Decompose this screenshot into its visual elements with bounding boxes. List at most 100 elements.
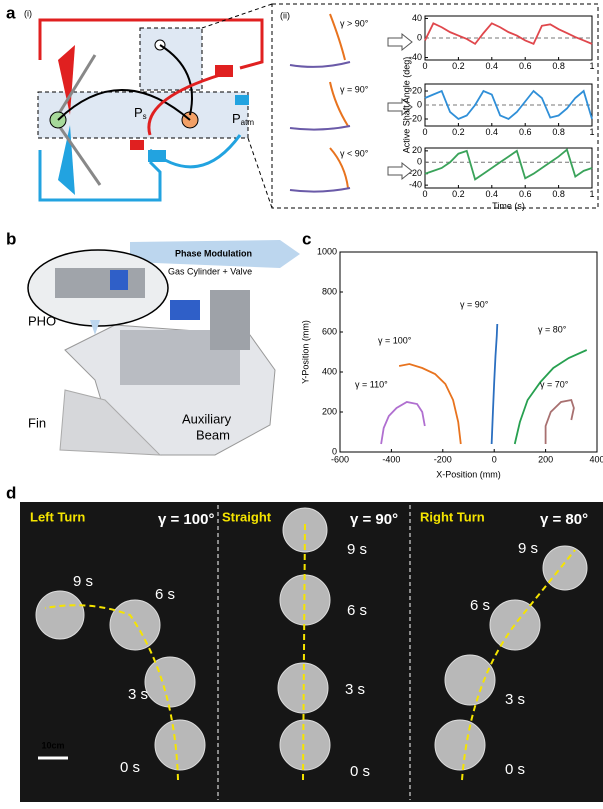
y-tick-label: 1000 [317, 246, 337, 256]
y-axis-label: Active Shaft Angle (deg) [401, 57, 411, 154]
plot-frame [424, 147, 593, 189]
time-label: 0 s [120, 759, 140, 776]
data-line [490, 323, 499, 445]
y-tick-label: -20 [409, 168, 422, 178]
y-tick-label: 0 [417, 32, 422, 42]
column-gamma: γ = 100° [158, 511, 214, 528]
x-tick-label: 1 [589, 189, 594, 199]
data-line [424, 22, 593, 46]
time-label: 3 s [128, 686, 148, 703]
x-tick-label: 1 [589, 61, 594, 71]
phase-label: Phase Modulation [175, 248, 252, 258]
x-tick-label: -400 [382, 454, 400, 464]
column-title: Right Turn [420, 509, 485, 524]
time-label: 9 s [73, 573, 93, 590]
x-tick-label: 0.4 [486, 127, 499, 137]
y-tick-label: -20 [409, 113, 422, 123]
series-label: γ = 110° [355, 379, 388, 389]
time-label: 3 s [345, 681, 365, 698]
time-label: 9 s [347, 541, 367, 558]
mechanism-icons [289, 13, 413, 193]
x-tick-label: 0.6 [519, 61, 532, 71]
x-tick-label: 0 [422, 189, 427, 199]
x-tick-label: 0 [422, 61, 427, 71]
x-tick-label: 0.2 [452, 127, 465, 137]
y-tick-label: 800 [322, 286, 337, 296]
condition-label: γ < 90° [340, 148, 369, 158]
pho-label: PHO [28, 313, 56, 328]
time-label: 6 s [347, 602, 367, 619]
patm-main: P [232, 111, 241, 126]
x-tick-label: 400 [589, 454, 603, 464]
sub-label: (i) [24, 8, 32, 18]
data-line [424, 148, 593, 181]
y-tick-label: 400 [322, 366, 337, 376]
y-tick-label: 20 [412, 85, 422, 95]
x-tick-label: 0.8 [552, 61, 565, 71]
y-tick-label: 0 [332, 446, 337, 456]
robot-render [27, 240, 300, 456]
panel-label: a [6, 3, 16, 22]
x-tick-label: 0.4 [486, 189, 499, 199]
series-label: γ = 70° [540, 379, 569, 389]
column-gamma: γ = 80° [540, 511, 588, 528]
time-label: 6 s [155, 586, 175, 603]
data-line [380, 401, 426, 445]
y-tick-label: 40 [412, 13, 422, 23]
time-label: 9 s [518, 540, 538, 557]
condition-label: γ = 90° [340, 84, 369, 94]
series-label: γ = 100° [378, 335, 412, 345]
x-tick-label: 0 [492, 454, 497, 464]
x-tick-label: 1 [589, 127, 594, 137]
data-line [398, 363, 462, 445]
beam-label: Auxiliary [182, 411, 232, 426]
x-tick-label: 0.8 [552, 189, 565, 199]
x-tick-label: 0.8 [552, 127, 565, 137]
y-tick-label: 0 [417, 99, 422, 109]
y-tick-label: 20 [412, 145, 422, 155]
x-tick-label: 0.6 [519, 189, 532, 199]
column-gamma: γ = 90° [350, 511, 398, 528]
scale-label: 10cm [41, 740, 64, 750]
ps-sub: s [143, 112, 147, 121]
x-tick-label: -600 [331, 454, 349, 464]
time-label: 3 s [505, 691, 525, 708]
x-tick-label: 0 [422, 127, 427, 137]
time-label: 6 s [470, 597, 490, 614]
condition-label: γ > 90° [340, 18, 369, 28]
series-label: γ = 90° [460, 299, 489, 309]
sub-label: (ii) [280, 10, 290, 20]
plot-frame [339, 251, 598, 453]
panel-label: d [6, 483, 16, 502]
beam-label: Beam [196, 427, 230, 442]
x-axis-label: X-Position (mm) [436, 469, 501, 479]
x-tick-label: 0.2 [452, 189, 465, 199]
panel-label: b [6, 229, 16, 248]
fin-label: Fin [28, 415, 46, 430]
y-tick-label: -40 [409, 180, 422, 190]
series-label: γ = 80° [538, 324, 567, 334]
y-tick-label: 600 [322, 326, 337, 336]
x-tick-label: -200 [434, 454, 452, 464]
column-title: Left Turn [30, 509, 85, 524]
patm-label: Patm [232, 111, 254, 127]
ps-main: P [134, 105, 143, 120]
panel-label: c [302, 229, 311, 248]
y-tick-label: 200 [322, 406, 337, 416]
x-axis-label: Time (s) [492, 201, 525, 211]
ps-label: Ps [134, 105, 147, 121]
inset-box [271, 3, 599, 209]
time-label: 0 s [350, 763, 370, 780]
gas-label: Gas Cylinder + Valve [168, 266, 252, 276]
data-line [513, 349, 588, 445]
x-tick-label: 0.4 [486, 61, 499, 71]
x-tick-label: 0.6 [519, 127, 532, 137]
y-tick-label: -40 [409, 52, 422, 62]
data-line [544, 398, 575, 444]
time-label: 0 s [505, 761, 525, 778]
x-tick-label: 200 [538, 454, 553, 464]
y-axis-label: Y-Position (mm) [300, 320, 310, 384]
trajectories [44, 519, 576, 781]
y-tick-label: 0 [417, 157, 422, 167]
schematic: Ps Patm [37, 3, 273, 209]
